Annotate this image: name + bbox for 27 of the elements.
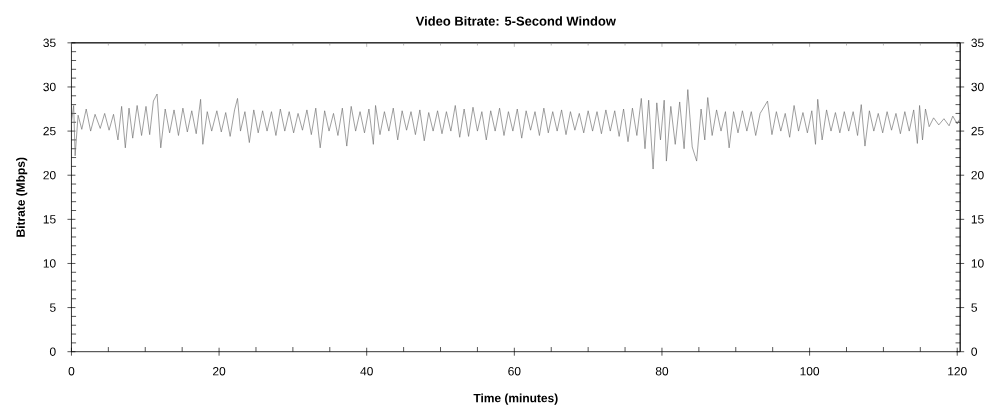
y-axis-title: Bitrate (Mbps)	[16, 157, 28, 237]
y-tick-label: 15	[43, 214, 56, 224]
y-tick-label: 10	[43, 259, 56, 268]
x-axis-title: Time (minutes)	[473, 393, 558, 405]
y2-tick-label: 0	[971, 347, 978, 356]
line-series	[71, 89, 960, 170]
chart-title: Video Bitrate: 5-Second Window	[415, 15, 616, 26]
y2-tick-label: 10	[971, 259, 984, 268]
y2-tick-label: 15	[971, 214, 984, 224]
y-tick-label: 25	[43, 126, 56, 136]
y-tick-label: 5	[49, 303, 56, 312]
y2-tick-label: 35	[971, 38, 984, 47]
x-tick-label: 80	[655, 366, 669, 376]
y-tick-label: 0	[49, 347, 56, 356]
x-tick-label: 0	[68, 366, 75, 376]
y2-tick-label: 30	[971, 82, 984, 91]
x-tick-label: 60	[508, 366, 521, 376]
x-tick-label: 40	[360, 366, 373, 376]
x-tick-label: 120	[948, 366, 967, 376]
y2-tick-label: 20	[971, 170, 984, 180]
x-tick-label: 20	[213, 366, 226, 376]
y2-tick-label: 5	[971, 303, 978, 312]
y-tick-label: 20	[43, 170, 56, 180]
y2-tick-label: 25	[971, 126, 984, 136]
x-tick-label: 100	[800, 366, 820, 376]
y-tick-label: 35	[43, 38, 56, 47]
y-tick-label: 30	[43, 82, 56, 91]
